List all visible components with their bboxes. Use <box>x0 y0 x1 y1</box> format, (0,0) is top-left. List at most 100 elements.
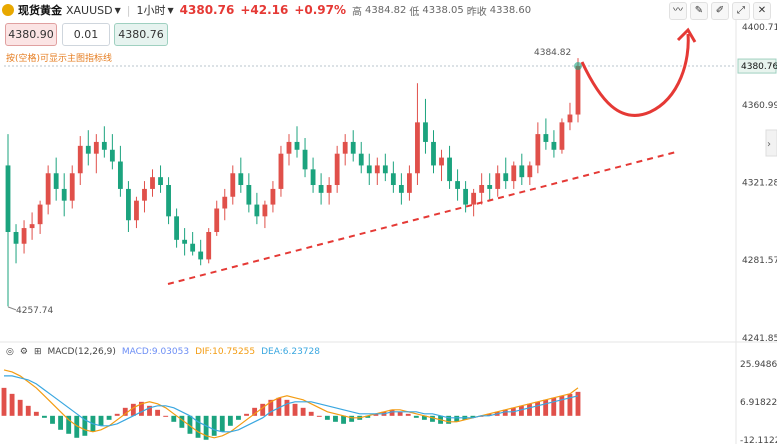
macd-hist-bar <box>9 393 15 416</box>
macd-hist-bar <box>74 415 80 438</box>
buy-price-button[interactable]: 4380.76 <box>114 23 168 46</box>
candle-body <box>535 134 541 166</box>
toolbar: 〰 ✎ ✐ ⤢ ✕ <box>669 2 771 20</box>
macd-hist-bar <box>236 415 241 420</box>
candle-body <box>198 251 204 260</box>
candle-body <box>206 231 212 260</box>
candle-body <box>567 114 573 123</box>
edit-icon[interactable]: ✐ <box>711 2 729 20</box>
macd-hist-bar <box>373 413 379 416</box>
candle-body <box>262 204 268 217</box>
macd-hist-bar <box>421 415 427 420</box>
macd-hist-bar <box>17 399 23 416</box>
price-tick-label: 4400.71 <box>742 23 777 33</box>
candle-body <box>366 165 372 174</box>
high-label: 高 <box>352 6 363 18</box>
support-trendline <box>167 151 677 285</box>
pencil-icon[interactable]: ✎ <box>690 2 708 20</box>
candle-body <box>310 169 316 186</box>
candle-body <box>334 153 340 186</box>
close-icon[interactable]: ✕ <box>753 2 771 20</box>
eye-icon[interactable]: ◎ <box>6 347 14 357</box>
interval-select[interactable]: 1小时 <box>136 4 166 17</box>
current-price-dot <box>574 62 582 71</box>
symbol-code[interactable]: XAUUSD <box>66 3 113 17</box>
candle-body <box>13 231 19 244</box>
macd-hist-bar <box>25 405 31 416</box>
price-tick-label: 4281.57 <box>742 256 777 266</box>
prev-close-label: 昨收 <box>466 6 487 18</box>
quantity-input[interactable]: 0.01 <box>62 23 110 46</box>
candle-body <box>318 185 324 193</box>
candle-body <box>358 153 364 166</box>
candle-body <box>543 134 549 142</box>
macd-hist-bar <box>98 415 104 426</box>
macd-hist-bar <box>316 415 322 417</box>
macd-hist-bar <box>244 413 249 416</box>
candle-body <box>302 149 308 170</box>
macd-hist-bar <box>341 415 346 424</box>
macd-hist-bar <box>486 413 492 416</box>
price-tick-label: 4241.85 <box>742 334 777 344</box>
candle-body <box>495 173 501 189</box>
macd-hist-bar <box>430 415 435 422</box>
last-price-tag-label: 4380.76 <box>741 62 777 72</box>
candle-body <box>382 165 388 174</box>
candle-body <box>487 185 493 189</box>
high-value: 4384.82 <box>365 4 407 16</box>
last-price-tag <box>737 58 777 74</box>
chart-icon[interactable]: 〰 <box>669 2 687 20</box>
candle-body <box>109 149 115 162</box>
candle-body <box>101 141 107 150</box>
macd-hist-bar <box>365 415 371 418</box>
macd-hist-bar <box>203 415 209 440</box>
macd-hist-bar <box>389 409 395 416</box>
high-marker-label: 4384.82 <box>534 48 571 58</box>
change-percent: +0.97% <box>294 3 347 17</box>
candle-body <box>69 173 75 201</box>
candle-body <box>254 204 260 217</box>
sell-price-button[interactable]: 4380.90 <box>5 23 57 46</box>
macd-hist-bar <box>147 405 152 416</box>
gold-coin-icon <box>2 4 14 16</box>
macd-hist-bar <box>33 411 39 416</box>
macd-hist-bar <box>535 401 541 416</box>
candle-body <box>551 141 557 150</box>
macd-hist-bar <box>284 399 290 416</box>
candle-body <box>166 185 171 217</box>
candle-body <box>479 185 485 193</box>
add-icon[interactable]: ⊞ <box>33 347 42 357</box>
expand-icon[interactable]: ⤢ <box>732 2 750 20</box>
candle-body <box>503 173 509 182</box>
macd-hist-bar <box>130 403 136 416</box>
macd-hist-bar <box>324 415 330 420</box>
macd-hist-bar <box>260 403 266 416</box>
candle-body <box>415 122 420 174</box>
candle-body <box>37 204 43 225</box>
macd-hist-bar <box>114 413 120 416</box>
candle-body <box>53 173 59 189</box>
candle-body <box>77 145 83 174</box>
candle-body <box>398 185 404 193</box>
macd-hist-bar <box>308 411 314 416</box>
macd-hist-bar <box>211 415 217 436</box>
macd-hist-bar <box>349 415 355 422</box>
macd-hist-bar <box>551 397 557 416</box>
candle-body <box>439 157 444 166</box>
macd-hist-bar <box>155 409 161 416</box>
macd-hist-bar <box>1 387 7 416</box>
settings-icon[interactable]: ⚙ <box>19 347 28 357</box>
side-panel-toggle <box>765 129 777 157</box>
macd-hist-bar <box>82 415 88 436</box>
chevron-down-icon[interactable]: ▼ <box>114 5 121 15</box>
candle-body <box>182 239 188 244</box>
macd-hist-bar <box>413 415 419 418</box>
candle-body <box>230 173 236 197</box>
chevron-down-icon[interactable]: ▼ <box>167 5 174 15</box>
macd-hist-bar <box>139 401 144 416</box>
macd-hist-bar <box>195 415 201 438</box>
macd-hist-bar <box>187 415 193 434</box>
candle-body <box>126 188 131 221</box>
candle-body <box>559 122 565 150</box>
